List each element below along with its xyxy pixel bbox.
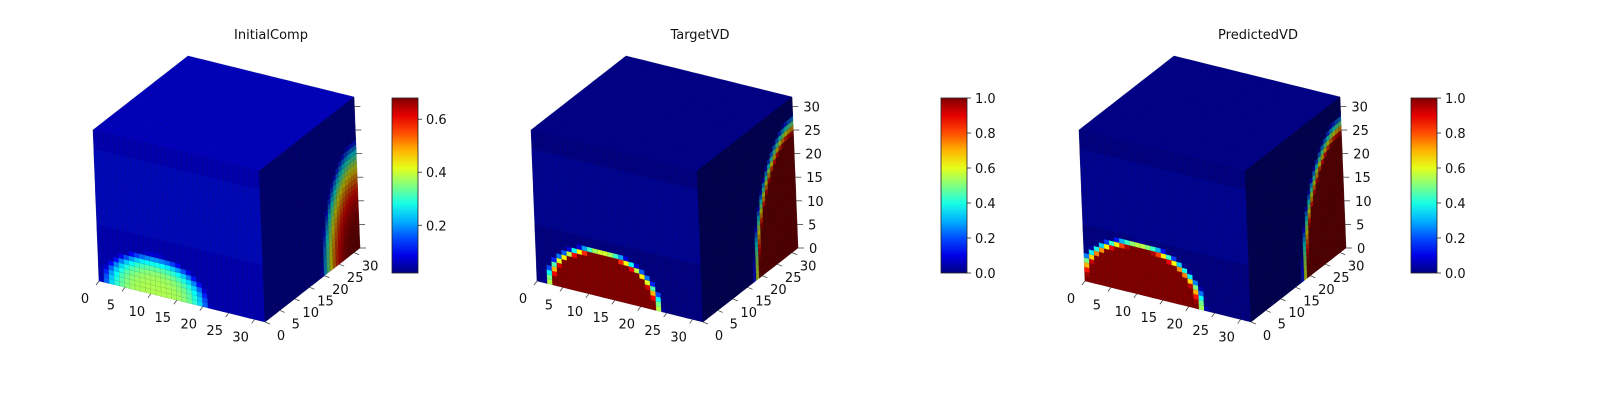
y-tick-label: 30 (362, 260, 379, 275)
x-tick-label: 20 (181, 318, 198, 333)
x-tick-label: 15 (155, 311, 172, 326)
x-tick (95, 280, 100, 286)
voxel-volume (530, 55, 799, 323)
panel-title: InitialComp (234, 28, 308, 43)
x-tick-label: 30 (232, 330, 249, 345)
y-tick (353, 252, 360, 255)
x-tick-label: 5 (107, 298, 115, 313)
colorbar: 0.2 0.4 0.6 (391, 97, 447, 274)
y-tick (324, 275, 330, 279)
colorbar-tick-label: 0.2 (426, 219, 447, 234)
x-tick (225, 312, 230, 318)
x-tick (251, 319, 255, 324)
y-tick (309, 286, 315, 290)
x-tick (121, 287, 126, 292)
colorbar-tick-label: 0.4 (426, 166, 447, 181)
colorbar-gradient (391, 97, 419, 274)
y-tick (279, 310, 285, 313)
x-tick (147, 293, 152, 299)
x-tick-label: 10 (129, 305, 146, 320)
x-tick-label: 25 (206, 324, 223, 339)
panel-initialcomp: InitialComp 0 5 10 15 20 25 30 0510152025300.20… (81, 28, 447, 345)
voxel-volume (92, 55, 361, 323)
x-tick (199, 306, 204, 311)
y-tick-label: 5 (292, 317, 300, 332)
y-tick (294, 298, 300, 302)
y-tick (264, 321, 271, 325)
x-tick (173, 299, 178, 305)
panel-targetvd: TargetVD 0 5 10 15 20 25 30 0510152025300510152… (519, 28, 996, 345)
x-tick-label: 0 (81, 292, 89, 307)
panel-title: TargetVD (669, 28, 729, 43)
y-tick-label: 0 (277, 329, 285, 344)
colorbar-tick-label: 0.6 (426, 113, 447, 128)
y-tick (339, 263, 345, 267)
